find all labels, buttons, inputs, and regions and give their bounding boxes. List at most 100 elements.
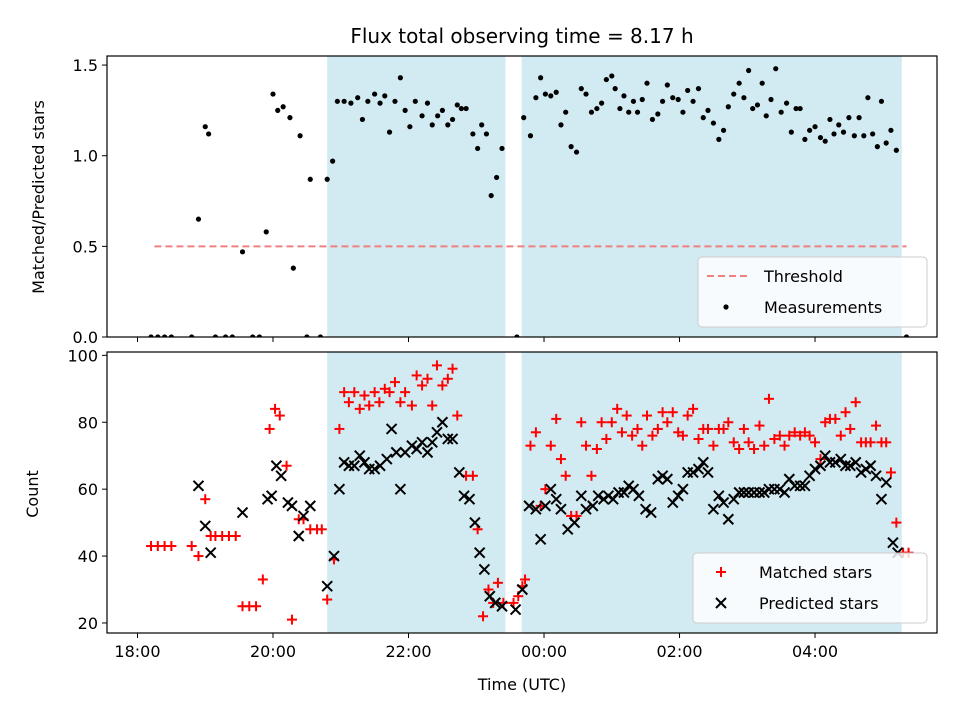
x-tick-label: 20:00 bbox=[250, 642, 296, 661]
matched-star-point bbox=[885, 467, 896, 478]
measurement-point bbox=[802, 136, 808, 142]
measurement-point bbox=[797, 105, 803, 112]
measurement-point bbox=[488, 192, 494, 199]
measurement-point bbox=[297, 133, 303, 139]
measurement-point bbox=[161, 334, 168, 337]
predicted-star-point bbox=[354, 449, 366, 462]
measurement-point bbox=[397, 75, 403, 81]
matched-star-point bbox=[520, 574, 531, 585]
matched-star-point bbox=[193, 551, 204, 562]
matched-star-point bbox=[316, 524, 327, 535]
matched-star-point bbox=[334, 423, 345, 434]
measurement-point bbox=[449, 116, 456, 123]
measurement-point bbox=[402, 107, 408, 113]
predicted-star-point bbox=[717, 496, 730, 509]
measurement-point bbox=[270, 91, 276, 97]
measurement-point bbox=[655, 111, 661, 117]
matched-star-point bbox=[743, 437, 754, 448]
matched-star-point bbox=[759, 440, 770, 451]
matched-star-point bbox=[677, 430, 688, 441]
measurement-point bbox=[626, 109, 632, 115]
measurement-point bbox=[827, 116, 833, 123]
measurement-point bbox=[424, 100, 431, 106]
measurement-point bbox=[741, 95, 747, 101]
measurement-point bbox=[793, 105, 799, 112]
predicted-star-point bbox=[633, 490, 645, 502]
legend-predicted-swatch bbox=[715, 597, 727, 609]
predicted-star-point bbox=[265, 490, 278, 502]
predicted-star-point bbox=[835, 453, 847, 465]
matched-star-point bbox=[322, 594, 333, 605]
matched-star-point bbox=[845, 423, 856, 434]
matched-star-point bbox=[492, 577, 503, 588]
matched-star-point bbox=[452, 410, 463, 421]
matched-star-point bbox=[442, 373, 453, 384]
predicted-star-point bbox=[794, 480, 806, 492]
observing-window-0 bbox=[327, 352, 506, 633]
measurement-point bbox=[685, 87, 691, 94]
predicted-star-point bbox=[436, 416, 449, 428]
matched-star-point bbox=[688, 403, 699, 414]
matched-star-point bbox=[810, 437, 821, 448]
matched-star-point bbox=[738, 423, 749, 434]
measurement-point bbox=[664, 82, 670, 88]
predicted-star-point bbox=[672, 490, 684, 502]
matched-star-point bbox=[525, 440, 536, 451]
matched-star-point bbox=[406, 400, 417, 411]
measurement-point bbox=[290, 265, 296, 271]
predicted-star-point bbox=[738, 486, 750, 499]
predicted-star-point bbox=[587, 500, 599, 512]
matched-star-point bbox=[850, 397, 861, 408]
measurement-point bbox=[256, 334, 263, 337]
predicted-star-point bbox=[880, 476, 892, 489]
x-tick-label: 00:00 bbox=[521, 642, 567, 661]
matched-star-point bbox=[427, 400, 438, 411]
measurement-point bbox=[878, 98, 885, 104]
measurement-point bbox=[609, 73, 615, 79]
measurement-point bbox=[195, 216, 202, 222]
measurement-point bbox=[861, 133, 867, 139]
measurement-point bbox=[831, 131, 837, 137]
measurement-point bbox=[355, 95, 361, 101]
measurement-point bbox=[822, 138, 828, 144]
measurement-point bbox=[155, 334, 161, 337]
measurement-point bbox=[710, 120, 717, 126]
measurement-point bbox=[736, 80, 742, 86]
predicted-star-point bbox=[849, 456, 862, 469]
matched-star-point bbox=[530, 427, 541, 438]
measurement-point bbox=[263, 229, 269, 235]
measurement-point bbox=[705, 107, 711, 113]
matched-star-point bbox=[657, 407, 668, 418]
predicted-star-point bbox=[275, 470, 287, 482]
matched-star-point bbox=[612, 403, 623, 414]
matched-star-point bbox=[835, 430, 846, 441]
measurement-point bbox=[750, 105, 756, 112]
legend-label: Predicted stars bbox=[759, 594, 879, 613]
measurement-point bbox=[458, 105, 464, 112]
matched-star-point bbox=[166, 541, 177, 552]
matched-star-point bbox=[693, 433, 704, 444]
matched-star-point bbox=[642, 410, 653, 421]
top-panel: 0.0 0.5 1.0 1.5 Threshold Measurements bbox=[73, 55, 938, 347]
measurement-point bbox=[594, 105, 600, 112]
predicted-star-point bbox=[394, 483, 407, 495]
predicted-star-point bbox=[887, 536, 899, 549]
matched-star-point bbox=[586, 470, 597, 481]
matched-star-point bbox=[784, 430, 795, 441]
matched-star-point bbox=[621, 410, 632, 421]
predicted-star-point bbox=[707, 503, 720, 515]
matched-star-point bbox=[431, 360, 442, 371]
matched-star-point bbox=[708, 440, 719, 451]
matched-star-point bbox=[627, 430, 638, 441]
matched-star-point bbox=[545, 440, 556, 451]
measurement-point bbox=[893, 147, 899, 153]
measurement-point bbox=[542, 91, 548, 97]
measurement-point bbox=[493, 174, 500, 181]
predicted-star-point bbox=[539, 500, 552, 512]
matched-star-point bbox=[389, 377, 400, 388]
measurement-point bbox=[386, 129, 393, 135]
matched-star-point bbox=[779, 440, 790, 451]
observing-window-0 bbox=[327, 56, 506, 337]
predicted-star-point bbox=[496, 600, 508, 612]
matched-star-point bbox=[728, 437, 739, 448]
